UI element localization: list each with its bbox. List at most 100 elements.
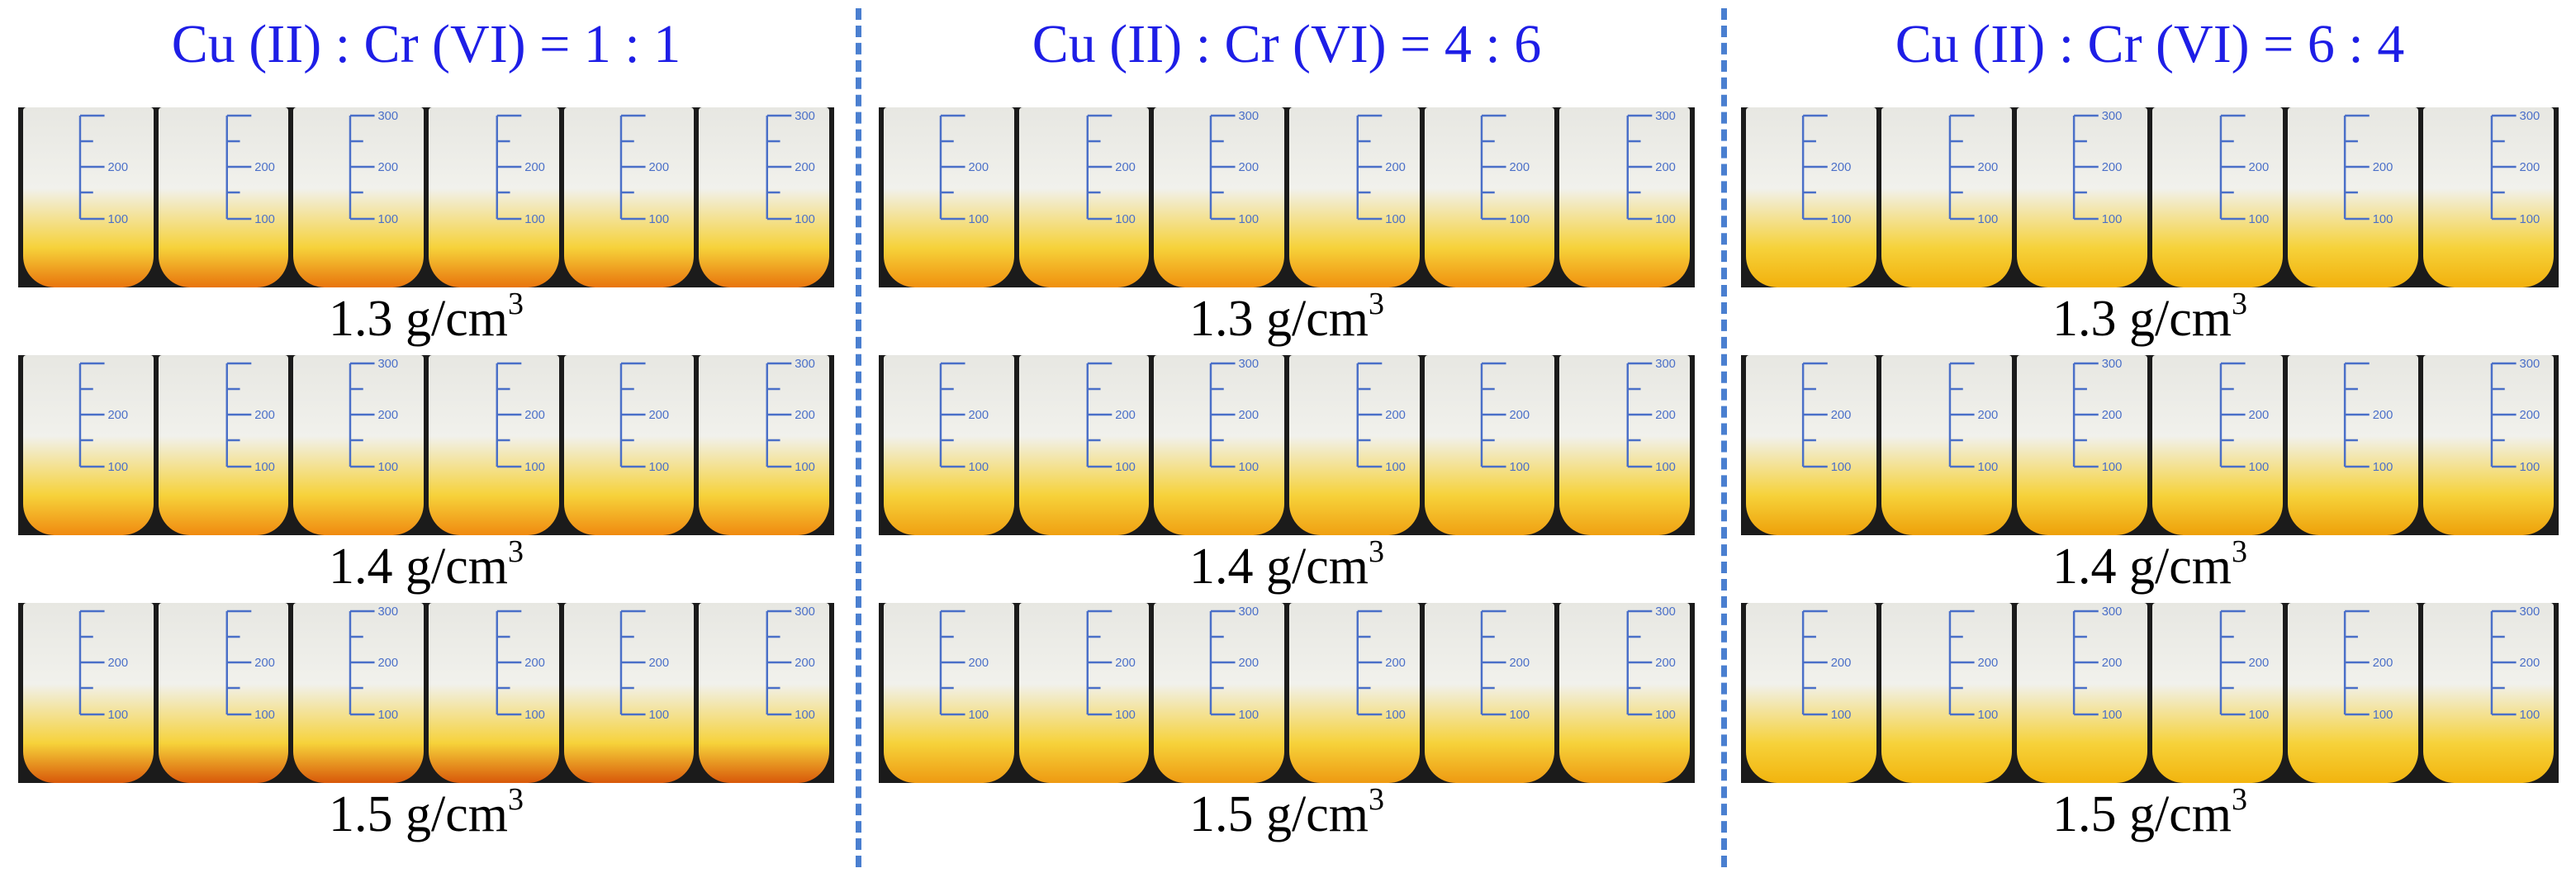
beaker: 300 200 100 [293, 355, 424, 535]
graduation-label: 300 [1239, 605, 1260, 619]
graduation-label: 100 [378, 213, 399, 226]
graduation-label: 200 [1656, 409, 1677, 422]
beaker: 200 100 [884, 355, 1014, 535]
density-label: 1.3 g/cm3 [18, 288, 834, 349]
beaker-photo-row: 200 100 200 100 300 200 100 200 100 200 100 300 200 1… [879, 107, 1695, 287]
beaker: 200 100 [884, 107, 1014, 287]
beaker: 300 200 100 [2017, 355, 2147, 535]
density-exponent: 3 [507, 534, 524, 569]
beaker: 200 100 [1289, 107, 1420, 287]
graduation-scale: 200 100 [2219, 610, 2269, 722]
beaker: 300 200 100 [1559, 355, 1690, 535]
graduation-label: 200 [1115, 409, 1136, 422]
graduation-label: 300 [2520, 110, 2540, 123]
graduation-scale: 200 100 [1086, 362, 1136, 474]
graduation-label: 100 [524, 213, 545, 226]
graduation-label: 200 [1978, 409, 1999, 422]
graduation-label: 300 [1656, 358, 1677, 371]
graduation-scale: 300 200 100 [2490, 358, 2540, 474]
beaker-photo-row: 200 100 200 100 300 200 100 200 100 200 100 300 200 1… [1741, 107, 2559, 287]
graduation-label: 100 [2373, 709, 2393, 722]
graduation-scale: 200 100 [1948, 610, 1999, 722]
beaker: 300 200 100 [2017, 107, 2147, 287]
graduation-scale: 300 200 100 [349, 605, 399, 722]
graduation-label: 200 [1656, 657, 1677, 670]
graduation-label: 100 [1239, 461, 1260, 474]
graduation-scale: 300 200 100 [349, 110, 399, 226]
graduation-label: 100 [107, 709, 128, 722]
graduation-label: 200 [2249, 161, 2270, 174]
beaker: 200 100 [563, 355, 695, 535]
panel-ratio-6-4: Cu (II) : Cr (VI) = 6 : 4 200 100 200 100 30… [1741, 0, 2559, 873]
graduation-label: 300 [2102, 358, 2123, 371]
panel-title: Cu (II) : Cr (VI) = 6 : 4 [1895, 14, 2405, 74]
graduation-scale: 200 100 [1356, 114, 1406, 226]
beaker: 200 100 [563, 107, 695, 287]
graduation-label: 200 [1656, 161, 1677, 174]
graduation-label: 200 [1831, 657, 1852, 670]
beaker: 200 100 [1018, 603, 1150, 783]
graduation-label: 200 [2249, 409, 2270, 422]
beaker-photo-row: 200 100 200 100 300 200 100 200 100 200 100 300 200 1… [879, 603, 1695, 783]
beaker-photo-row: 200 100 200 100 300 200 100 200 100 200 100 300 200 1… [879, 355, 1695, 535]
beaker: 300 200 100 [1154, 355, 1284, 535]
graduation-scale: 300 200 100 [766, 110, 815, 226]
graduation-label: 100 [1978, 709, 1999, 722]
graduation-label: 100 [1385, 461, 1406, 474]
beaker: 200 100 [1018, 107, 1150, 287]
graduation-scale: 200 100 [496, 362, 545, 474]
graduation-label: 200 [378, 657, 399, 670]
density-label: 1.4 g/cm3 [879, 536, 1695, 596]
graduation-label: 200 [1831, 161, 1852, 174]
graduation-label: 100 [2520, 461, 2540, 474]
graduation-label: 300 [378, 110, 399, 123]
graduation-scale: 200 100 [2219, 114, 2270, 226]
beaker-photo-row: 200 100 200 100 300 200 100 200 100 200 100 300 200 1… [18, 603, 834, 783]
beaker: 300 200 100 [2423, 603, 2554, 783]
graduation-scale: 300 200 100 [1210, 358, 1260, 474]
graduation-label: 300 [1239, 358, 1260, 371]
graduation-label: 100 [107, 461, 128, 474]
graduation-label: 100 [2102, 709, 2123, 722]
graduation-label: 200 [254, 657, 275, 670]
graduation-label: 300 [1239, 110, 1260, 123]
beaker: 200 100 [23, 107, 154, 287]
graduation-scale: 300 200 100 [1210, 110, 1260, 226]
graduation-label: 300 [378, 605, 399, 619]
beaker-photo-row: 200 100 200 100 300 200 100 200 100 200 100 300 200 1… [18, 355, 834, 535]
graduation-label: 200 [1115, 657, 1136, 670]
graduation-scale: 300 200 100 [2490, 110, 2540, 226]
beaker: 200 100 [2152, 355, 2283, 535]
graduation-label: 200 [524, 409, 545, 422]
graduation-label: 100 [1978, 213, 1999, 226]
graduation-label: 100 [795, 461, 816, 474]
density-label: 1.5 g/cm3 [879, 784, 1695, 844]
graduation-label: 200 [524, 161, 545, 174]
beaker: 300 200 100 [1154, 107, 1284, 287]
graduation-label: 200 [1509, 161, 1530, 174]
graduation-scale: 200 100 [939, 610, 989, 722]
graduation-label: 100 [648, 709, 669, 722]
graduation-label: 300 [795, 358, 816, 371]
beaker: 200 100 [563, 603, 695, 783]
graduation-scale: 200 100 [1948, 114, 1999, 226]
graduation-label: 100 [1385, 709, 1406, 722]
graduation-label: 200 [1385, 657, 1406, 670]
graduation-scale: 200 100 [1086, 610, 1136, 722]
beaker: 300 200 100 [293, 603, 424, 783]
beaker: 200 100 [1424, 107, 1555, 287]
graduation-label: 200 [2373, 161, 2393, 174]
beaker: 300 200 100 [1559, 603, 1690, 783]
beaker: 200 100 [1746, 355, 1876, 535]
graduation-label: 100 [1509, 709, 1530, 722]
graduation-scale: 200 100 [1801, 114, 1852, 226]
graduation-label: 200 [1385, 161, 1406, 174]
graduation-scale: 300 200 100 [766, 358, 816, 474]
beaker: 200 100 [158, 355, 289, 535]
graduation-scale: 300 200 100 [2490, 605, 2540, 722]
graduation-label: 300 [2520, 358, 2540, 371]
graduation-label: 100 [968, 709, 989, 722]
graduation-label: 100 [1115, 709, 1136, 722]
density-label: 1.5 g/cm3 [18, 784, 834, 844]
graduation-label: 100 [2373, 213, 2393, 226]
